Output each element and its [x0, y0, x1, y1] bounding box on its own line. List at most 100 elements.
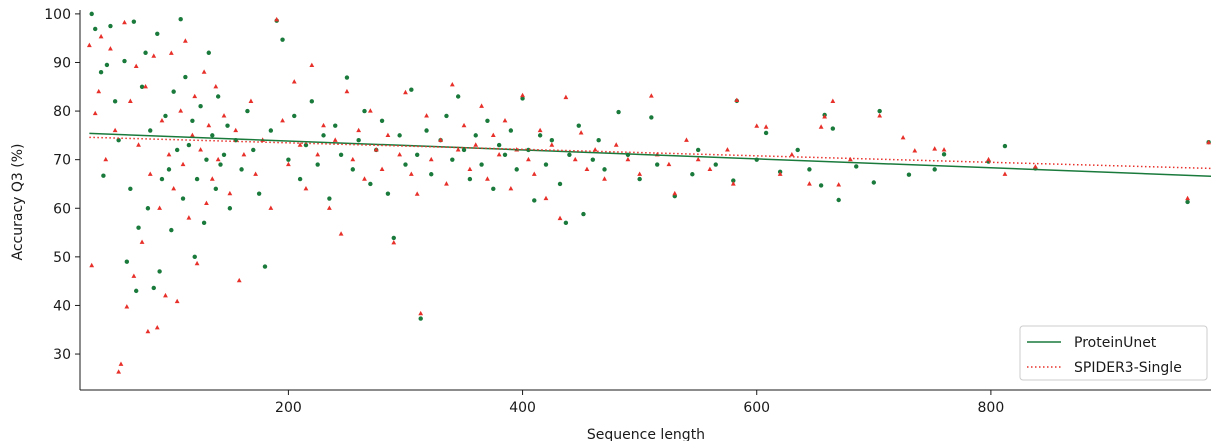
proteinunet-point: [101, 173, 106, 178]
spider3-single-point: [1185, 195, 1190, 201]
proteinunet-point: [567, 152, 572, 158]
proteinunet-point: [89, 11, 94, 17]
proteinunet-point: [221, 152, 227, 158]
spider3-single-point: [350, 156, 356, 162]
proteinunet-point: [157, 269, 162, 274]
proteinunet-point: [941, 152, 947, 157]
spider3-single-point: [613, 142, 619, 147]
proteinunet-point: [514, 167, 519, 172]
spider3-single-point: [274, 16, 280, 22]
proteinunet-point: [906, 172, 912, 177]
spider3-single-point: [941, 147, 947, 152]
proteinunet-point: [455, 94, 461, 99]
proteinunet-point: [194, 176, 200, 182]
proteinunet-point: [602, 167, 607, 172]
spider3-single-point: [379, 166, 385, 171]
spider3-single-point: [139, 239, 145, 244]
spider3-single-point: [174, 298, 180, 304]
spider3-single-point: [1206, 139, 1211, 145]
proteinunet-point: [210, 133, 215, 138]
proteinunet-point: [192, 254, 197, 260]
spider3-single-point: [695, 156, 701, 162]
spider3-single-point: [291, 79, 297, 84]
proteinunet-point: [596, 138, 601, 143]
spider3-single-point: [543, 195, 549, 201]
y-tick-label: 40: [53, 298, 71, 314]
spider3-single-point: [807, 181, 812, 186]
proteinunet-point: [315, 162, 320, 167]
spider3-single-point: [112, 127, 118, 133]
spider3-single-point: [789, 152, 795, 157]
spider3-single-point: [116, 369, 122, 374]
spider3-single-point: [362, 176, 367, 181]
spider3-single-point: [418, 310, 424, 316]
spider3-single-point: [414, 191, 420, 196]
proteinunet-point: [731, 178, 736, 183]
spider3-single-point: [490, 132, 496, 137]
spider3-single-point: [209, 176, 215, 181]
x-axis-label: Sequence length: [587, 427, 705, 441]
spider3-single-point: [248, 98, 254, 103]
spider3-single-point: [428, 156, 434, 162]
legend-label-spider3-single: SPIDER3-Single: [1074, 360, 1182, 376]
spider3-single-point: [822, 114, 828, 119]
spider3-single-point: [557, 215, 563, 221]
proteinunet-point: [576, 123, 581, 128]
spider3-single-point: [124, 304, 130, 309]
proteinunet-point: [397, 133, 402, 138]
proteinunet-point: [450, 157, 455, 162]
proteinunet-point: [145, 206, 151, 211]
proteinunet-point: [183, 74, 188, 80]
proteinunet-point: [473, 133, 478, 138]
spider3-single-point: [221, 113, 227, 118]
proteinunet-point: [818, 183, 824, 188]
spider3-single-point: [502, 117, 508, 123]
spider3-single-point: [147, 171, 153, 176]
spider3-single-point: [438, 137, 444, 142]
proteinunet-point: [655, 162, 660, 167]
spider3-single-point: [496, 152, 502, 157]
spider3-single-point: [730, 181, 736, 186]
proteinunet-point: [227, 206, 233, 211]
proteinunet-point: [218, 162, 223, 167]
proteinunet-point: [637, 176, 642, 182]
spider3-single-point: [338, 231, 344, 236]
proteinunet-point: [854, 164, 859, 169]
proteinunet-point: [830, 126, 836, 131]
spider3-single-point: [763, 124, 769, 129]
spider3-single-point: [408, 171, 414, 176]
proteinunet-point: [338, 152, 344, 158]
spider3-single-point: [86, 42, 92, 48]
spider3-single-point: [213, 83, 219, 89]
spider3-single-point: [309, 62, 315, 67]
spider3-single-point: [178, 108, 184, 113]
proteinunet-point: [356, 138, 361, 143]
proteinunet-point: [116, 138, 121, 143]
spider3-single-point: [526, 156, 531, 162]
proteinunet-point: [496, 142, 502, 148]
spider3-single-point: [133, 63, 139, 68]
spider3-single-point: [707, 166, 713, 171]
spider3-single-point: [986, 156, 991, 162]
proteinunet-point: [877, 108, 882, 114]
spider3-single-point: [198, 147, 203, 152]
proteinunet-point: [409, 87, 414, 92]
proteinunet-point: [557, 181, 563, 187]
proteinunet-point: [616, 109, 621, 115]
spider3-single-point: [725, 147, 730, 152]
y-tick-label: 80: [53, 104, 71, 120]
spider3-single-point: [98, 33, 104, 39]
spider3-single-point: [584, 166, 590, 171]
proteinunet-point: [104, 62, 110, 68]
x-tick-label: 600: [743, 400, 770, 416]
spider3-single-point: [572, 156, 578, 162]
proteinunet-point: [520, 96, 525, 101]
spider3-single-point: [578, 130, 584, 135]
proteinunet-point: [297, 176, 303, 182]
x-tick-label: 200: [275, 400, 302, 416]
legend: ProteinUnet SPIDER3-Single: [1019, 325, 1208, 381]
spider3-single-point: [103, 156, 109, 162]
spider3-single-point: [297, 142, 303, 147]
proteinunet-point: [163, 113, 168, 119]
